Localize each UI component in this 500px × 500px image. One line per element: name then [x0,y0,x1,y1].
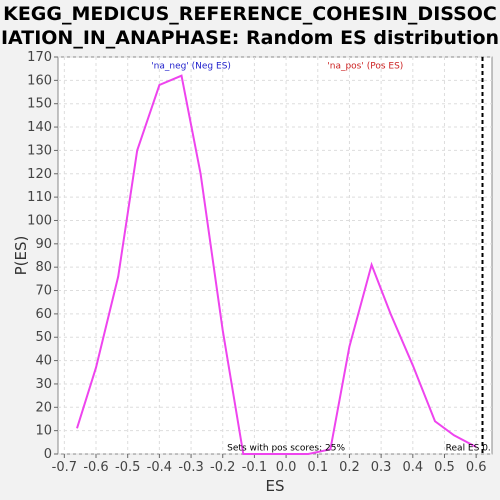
x-tick-label: 0.4 [402,460,423,475]
chart-title: KEGG_MEDICUS_REFERENCE_COHESIN_DISSOC IA… [0,3,500,49]
y-tick-label: 170 [27,50,52,65]
y-tick-label: 100 [27,213,52,228]
axes: 0 10 20 30 40 50 60 70 80 90 100 110 120 130 140 150 160… [27,50,486,475]
annotation: Sets with pos scores: 25% [227,443,345,453]
y-tick-label: 70 [35,284,52,299]
y-tick-label: 160 [27,73,52,88]
x-tick-label: 0.6 [466,460,487,475]
x-tick-label: -0.4 [147,460,172,475]
y-tick-label: 120 [27,167,52,182]
y-tick-label: 110 [27,190,52,205]
annotation: Real ES 0. [446,443,491,453]
x-tick-label: 0.0 [276,460,297,475]
y-tick-label: 140 [27,120,52,135]
annotation: 'na_neg' (Neg ES) [151,62,231,72]
y-tick-label: 150 [27,97,52,112]
y-tick-label: 60 [35,307,52,322]
plot-area [57,56,493,455]
x-tick-label: -0.2 [210,460,235,475]
y-tick-label: 90 [35,237,52,252]
y-tick-label: 80 [35,260,52,275]
series-layer [76,57,484,455]
x-tick-label: -0.5 [115,460,140,475]
x-tick-label: 0.1 [307,460,328,475]
x-tick-label: 0.5 [434,460,455,475]
x-tick-label: -0.6 [83,460,108,475]
x-tick-label: 0.2 [339,460,360,475]
y-tick-label: 0 [44,447,52,462]
annotation: 'na_pos' (Pos ES) [327,62,403,72]
annotations: 'na_neg' (Neg ES) 'na_pos' (Pos ES) Sets w… [151,62,491,454]
y-tick-label: 50 [35,330,52,345]
x-axis-label: ES [266,477,285,495]
x-tick-label: 0.3 [371,460,392,475]
series-line [76,74,477,455]
x-tick-label: -0.1 [242,460,267,475]
y-axis-label: P(ES) [12,236,30,276]
y-tick-label: 10 [35,424,52,439]
y-tick-label: 30 [35,377,52,392]
x-tick-label: -0.3 [178,460,203,475]
grid [58,56,492,455]
y-tick-label: 130 [27,143,52,158]
x-tick-label: -0.7 [52,460,77,475]
y-tick-label: 20 [35,400,52,415]
y-tick-label: 40 [35,354,52,369]
